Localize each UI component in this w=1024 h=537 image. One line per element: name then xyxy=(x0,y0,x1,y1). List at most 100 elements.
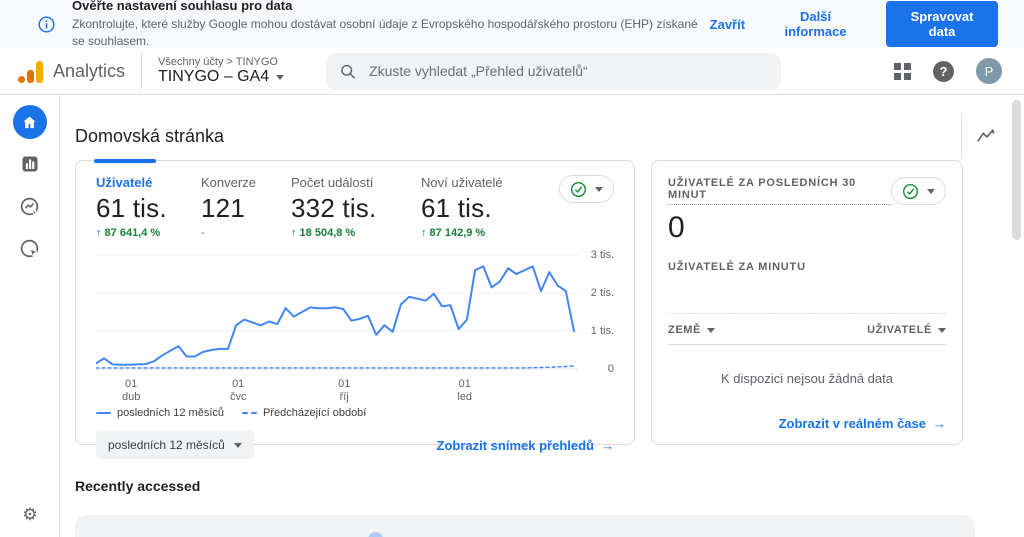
metric-label[interactable]: Noví uživatelé xyxy=(421,175,503,190)
metric-label[interactable]: Uživatelé xyxy=(96,175,153,190)
dashed-line-swatch-icon xyxy=(242,412,258,414)
search-bar[interactable] xyxy=(326,52,782,90)
view-realtime-link[interactable]: Zobrazit v reálném čase → xyxy=(779,416,946,431)
info-icon xyxy=(38,15,55,33)
x-axis-tick: 01 dub xyxy=(121,378,141,404)
advertising-icon xyxy=(20,239,39,257)
column-label: ZEMĚ xyxy=(668,324,701,336)
trend-chart-plot xyxy=(95,254,578,370)
sidebar: ⚙ xyxy=(0,95,60,537)
column-label: UŽIVATELÉ xyxy=(867,324,932,336)
legend-label: posledních 12 měsíců xyxy=(117,407,225,419)
app-header: Analytics Všechny účty > TINYGO TINYGO –… xyxy=(0,48,1024,95)
main-content: Domovská stránka Uživatelé 61 tis. ↑ 87 … xyxy=(60,95,1024,537)
solid-line-swatch-icon xyxy=(96,412,111,414)
product-name[interactable]: Analytics xyxy=(53,60,126,81)
sidebar-item-home[interactable] xyxy=(10,105,50,139)
y-axis-tick: 1 tis. xyxy=(590,325,614,337)
insights-button[interactable] xyxy=(962,127,1010,145)
legend-previous-period: Předcházející období xyxy=(242,407,366,419)
metric-delta: ↑ 87 641,4 % xyxy=(96,227,161,239)
apps-grid-icon[interactable] xyxy=(894,62,911,80)
recent-item-icon xyxy=(368,532,383,537)
metric-label[interactable]: Počet událostí xyxy=(291,175,374,190)
metric-value: 121 xyxy=(201,193,245,223)
y-axis-tick: 3 tis. xyxy=(590,249,614,261)
header-divider xyxy=(141,52,143,90)
date-range-selector[interactable]: posledních 12 měsíců xyxy=(96,431,254,459)
y-axis-labels: 0 1 tis. 2 tis. 3 tis. xyxy=(578,247,614,377)
sidebar-item-explore[interactable] xyxy=(10,189,50,223)
avatar[interactable]: P xyxy=(976,58,1002,84)
manage-data-button[interactable]: Spravovat data xyxy=(886,1,998,47)
realtime-users-value: 0 xyxy=(668,211,685,244)
bar-chart-icon xyxy=(22,156,37,172)
consent-banner: Ověřte nastavení souhlasu pro data Zkont… xyxy=(0,0,1024,48)
settings-gear-icon[interactable]: ⚙ xyxy=(22,505,38,524)
analytics-logo-icon[interactable] xyxy=(18,59,43,83)
consent-banner-subtitle: Zkontrolujte, které služby Google mohou … xyxy=(72,17,698,49)
help-icon[interactable]: ? xyxy=(933,60,954,82)
metric-new-users[interactable]: Noví uživatelé 61 tis. ↑ 87 142,9 % xyxy=(421,175,551,239)
consent-banner-text: Ověřte nastavení souhlasu pro data Zkont… xyxy=(72,0,710,51)
metric-conversions[interactable]: Konverze 121 - xyxy=(201,175,291,239)
chart-legend: posledních 12 měsíců Předcházející obdob… xyxy=(96,407,614,419)
metric-label[interactable]: Konverze xyxy=(201,175,256,190)
data-quality-dropdown[interactable] xyxy=(559,175,614,203)
metric-delta: ↑ 18 504,8 % xyxy=(291,227,356,239)
link-label: Zobrazit v reálném čase xyxy=(778,416,926,431)
explore-icon xyxy=(20,197,39,215)
country-column-header[interactable]: ZEMĚ xyxy=(668,324,715,336)
sidebar-item-reports[interactable] xyxy=(10,147,50,181)
no-data-message: K dispozici nejsou žádná data xyxy=(720,371,893,386)
legend-label: Předcházející období xyxy=(263,407,367,419)
recently-accessed-title: Recently accessed xyxy=(75,478,201,494)
insights-icon xyxy=(977,129,995,142)
check-circle-icon xyxy=(570,181,587,197)
y-axis-tick: 2 tis. xyxy=(590,287,614,299)
arrow-right-icon: → xyxy=(601,437,614,453)
realtime-title[interactable]: UŽIVATELÉ ZA POSLEDNÍCH 30 MINUT xyxy=(668,177,891,205)
close-banner-button[interactable]: Zavřít xyxy=(709,16,746,32)
chevron-down-icon xyxy=(927,188,935,194)
metric-delta: ↑ 87 142,9 % xyxy=(421,227,486,239)
arrow-right-icon: → xyxy=(933,416,946,431)
data-quality-dropdown[interactable] xyxy=(891,177,946,205)
search-icon xyxy=(341,64,356,79)
metric-value: 61 tis. xyxy=(421,193,492,223)
link-label: Zobrazit snímek přehledů xyxy=(436,437,594,453)
chevron-down-icon xyxy=(276,74,285,80)
y-axis-tick: 0 xyxy=(607,363,614,375)
check-circle-icon xyxy=(902,183,919,199)
search-input[interactable] xyxy=(369,63,768,79)
chevron-down-icon xyxy=(706,327,715,333)
active-metric-tab-indicator xyxy=(94,159,156,163)
users-per-minute-label: UŽIVATELÉ ZA MINUTU xyxy=(668,261,806,273)
metric-event-count[interactable]: Počet událostí 332 tis. ↑ 18 504,8 % xyxy=(291,175,421,239)
chevron-down-icon xyxy=(938,327,946,333)
chevron-down-icon xyxy=(233,442,242,448)
trend-chart: 0 1 tis. 2 tis. 3 tis. xyxy=(95,247,614,377)
breadcrumb[interactable]: Všechny účty > TINYGO xyxy=(158,56,278,68)
metric-delta: - xyxy=(201,227,205,239)
x-axis-tick: 01 led xyxy=(457,378,473,404)
page-title: Domovská stránka xyxy=(75,125,225,146)
metric-value: 332 tis. xyxy=(291,193,377,223)
x-axis-tick: 01 čvc xyxy=(229,378,247,404)
users-column-header[interactable]: UŽIVATELÉ xyxy=(867,324,946,336)
legend-current-period: posledních 12 měsíců xyxy=(96,407,224,419)
metric-value: 61 tis. xyxy=(96,193,167,223)
property-name: TINYGO – GA4 xyxy=(158,68,270,85)
property-selector[interactable]: TINYGO – GA4 xyxy=(158,68,285,86)
reports-snapshot-link[interactable]: Zobrazit snímek přehledů → xyxy=(437,438,614,453)
home-icon xyxy=(23,115,36,128)
chevron-down-icon xyxy=(595,186,603,192)
more-info-button[interactable]: Další informace xyxy=(775,9,856,39)
sidebar-item-advertising[interactable] xyxy=(10,231,50,265)
recently-accessed-card[interactable] xyxy=(75,515,975,537)
vertical-scrollbar[interactable] xyxy=(1012,100,1021,240)
title-divider xyxy=(961,113,962,159)
x-axis-tick: 01 říj xyxy=(338,378,351,404)
overview-card: Uživatelé 61 tis. ↑ 87 641,4 % Konverze … xyxy=(75,159,635,459)
metric-users[interactable]: Uživatelé 61 tis. ↑ 87 641,4 % xyxy=(96,175,201,239)
